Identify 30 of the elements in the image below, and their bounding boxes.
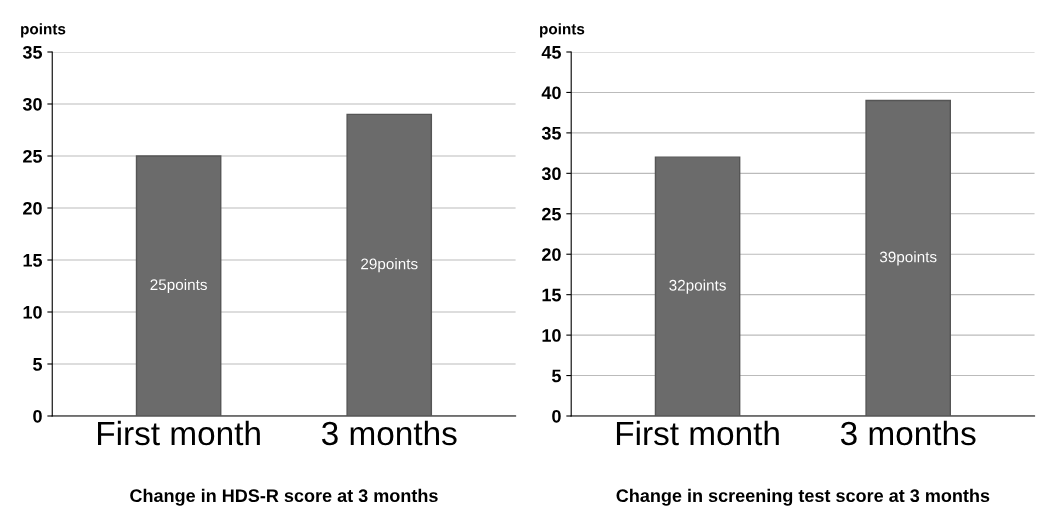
y-tick-label: 20 bbox=[23, 201, 42, 215]
x-tick-label: First month bbox=[98, 420, 260, 446]
y-tick-label: 45 bbox=[541, 46, 561, 59]
y-tick-label: 35 bbox=[541, 126, 561, 140]
x-tick-label: 3 months bbox=[321, 420, 457, 446]
data-label: 39points bbox=[879, 251, 937, 266]
y-tick-label: 5 bbox=[551, 369, 561, 383]
y-axis-title: points bbox=[540, 23, 585, 38]
text: Change in screening test score at 3 months bbox=[616, 488, 990, 506]
y-tick-label: 25 bbox=[542, 207, 561, 221]
y-tick-label: 5 bbox=[33, 358, 43, 371]
data-label: 32points bbox=[669, 279, 726, 294]
data-label: 25points bbox=[150, 278, 207, 294]
x-tick-label: 3 months bbox=[840, 420, 976, 446]
y-tick-label: 30 bbox=[22, 97, 42, 111]
y-tick-label: 20 bbox=[542, 248, 561, 261]
y-tick-label: 15 bbox=[542, 288, 561, 302]
text: Change in HDS-R score at 3 months bbox=[130, 488, 438, 506]
y-tick-label: 10 bbox=[542, 329, 561, 342]
y-axis-title: points bbox=[21, 23, 66, 38]
y-tick-label: 0 bbox=[552, 409, 561, 423]
y-tick-label: 25 bbox=[23, 149, 43, 163]
y-tick-label: 10 bbox=[23, 305, 42, 319]
y-tick-label: 35 bbox=[22, 45, 43, 59]
y-tick-label: 40 bbox=[541, 86, 561, 100]
data-label: 29points bbox=[361, 258, 418, 273]
y-tick-label: 15 bbox=[23, 254, 43, 267]
y-tick-label: 30 bbox=[541, 167, 561, 181]
x-tick-label: First month bbox=[616, 420, 779, 446]
y-tick-label: 0 bbox=[33, 409, 42, 423]
